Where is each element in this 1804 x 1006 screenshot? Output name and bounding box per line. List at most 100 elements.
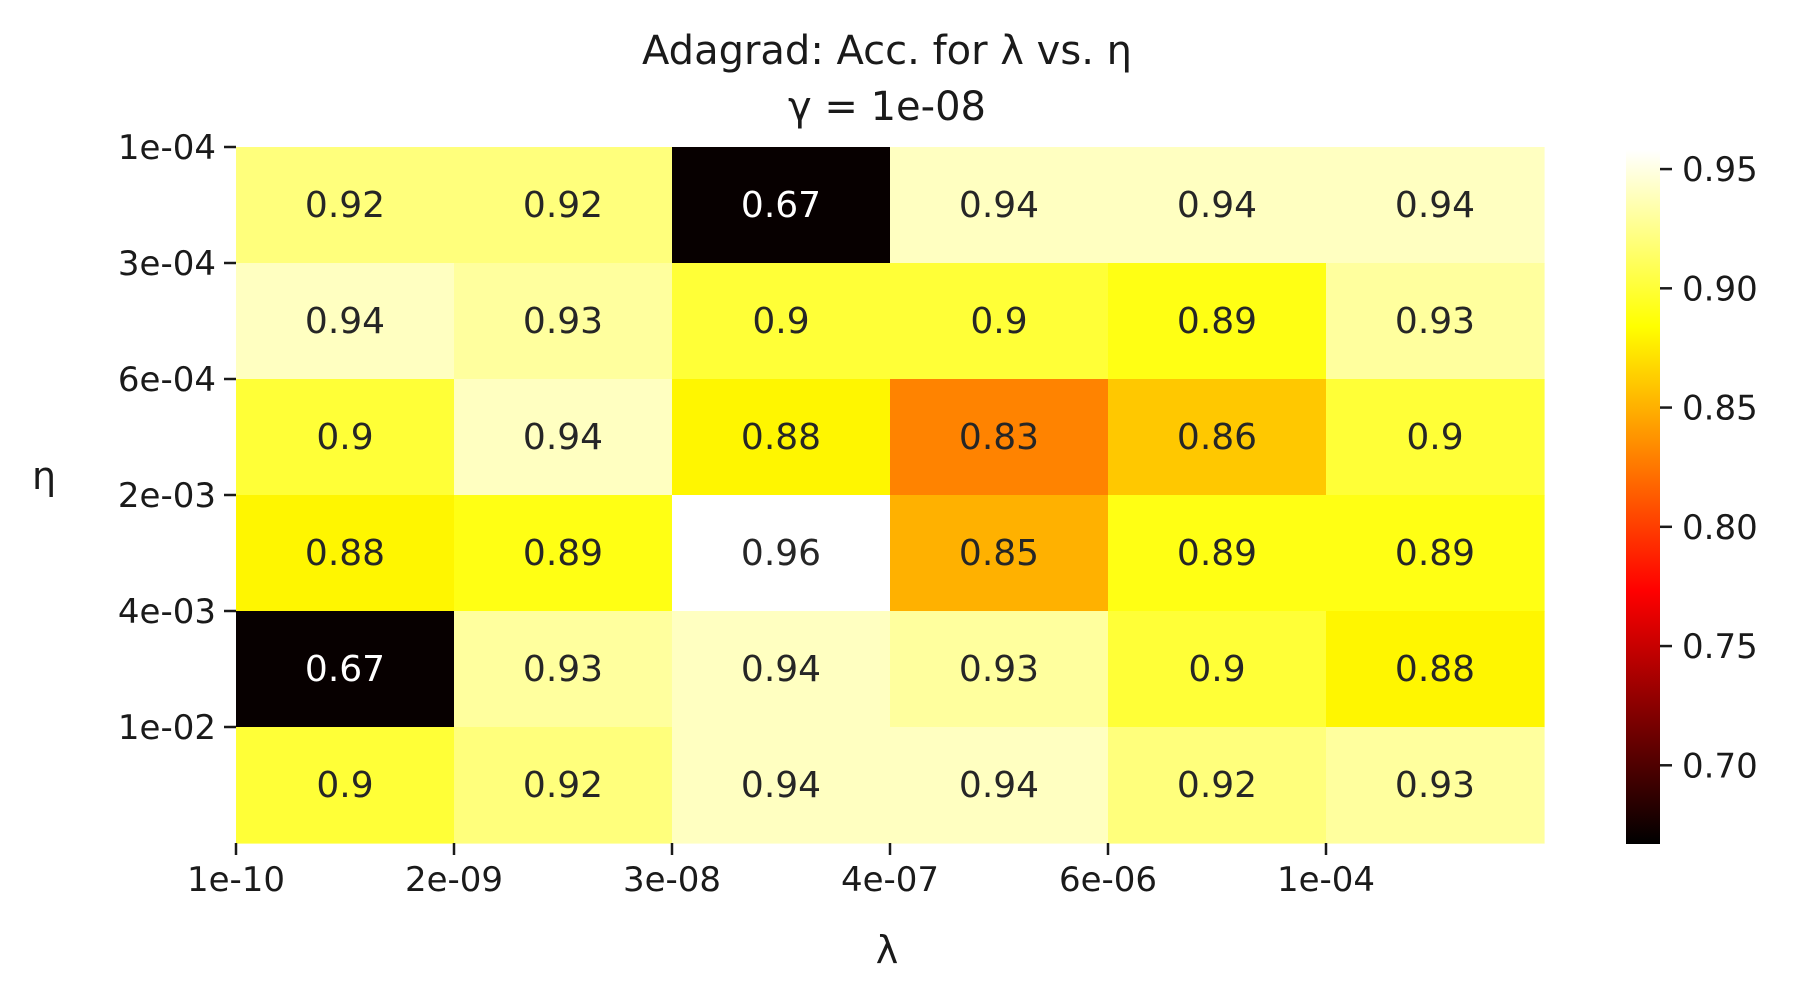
cell-value-label: 0.93 [1395, 301, 1475, 342]
heatmap-cell [672, 379, 891, 496]
cell-value-label: 0.93 [959, 649, 1039, 690]
heatmap-cell [454, 611, 673, 728]
heatmap-cell [890, 379, 1109, 496]
cell-value-label: 0.92 [523, 765, 603, 806]
cell-value-label: 0.94 [305, 301, 385, 342]
x-axis: 1e-10 2e-09 3e-08 4e-07 6e-06 1e-04 [187, 843, 1375, 900]
heatmap-cell [890, 147, 1109, 264]
heatmap-cell [1108, 147, 1327, 264]
cell-value-label: 0.94 [1177, 185, 1257, 226]
cell-value-label: 0.88 [1395, 649, 1475, 690]
x-tick-label: 3e-08 [623, 860, 721, 900]
cell-value-label: 0.93 [1395, 765, 1475, 806]
cell-value-label: 0.89 [1177, 533, 1257, 574]
chart-title: Adagrad: Acc. for λ vs. η [642, 28, 1132, 74]
cell-value-label: 0.92 [305, 185, 385, 226]
heatmap-cell [454, 147, 673, 264]
colorbar-tick-label: 0.90 [1682, 269, 1758, 309]
heatmap-cell [236, 147, 455, 264]
y-tick-label: 1e-02 [118, 708, 216, 748]
heatmap-cell [236, 495, 455, 612]
cell-value-label: 0.88 [741, 417, 821, 458]
cell-value-label: 0.85 [959, 533, 1039, 574]
heatmap-cell [890, 263, 1109, 380]
x-tick-label: 2e-09 [405, 860, 503, 900]
cell-value-label: 0.94 [1395, 185, 1475, 226]
y-axis: 1e-04 3e-04 6e-04 2e-03 4e-03 1e-02 [118, 128, 236, 748]
x-tick-label: 1e-04 [1277, 860, 1375, 900]
heatmap-cell [454, 727, 673, 844]
heatmap-cell [454, 495, 673, 612]
colorbar [1626, 150, 1660, 844]
x-tick-label: 4e-07 [841, 860, 939, 900]
cell-value-label: 0.83 [959, 417, 1039, 458]
y-tick-label: 6e-04 [118, 360, 216, 400]
heatmap-cell [1108, 727, 1327, 844]
cell-value-label: 0.93 [523, 649, 603, 690]
colorbar-tick-label: 0.95 [1682, 150, 1758, 190]
heatmap-cell [672, 263, 891, 380]
cell-value-label: 0.9 [316, 417, 373, 458]
heatmap-cell [890, 495, 1109, 612]
heatmap-cell [1108, 611, 1327, 728]
cell-value-label: 0.9 [1406, 417, 1463, 458]
heatmap-cell [890, 611, 1109, 728]
x-tick-label: 6e-06 [1059, 860, 1157, 900]
cell-value-label: 0.94 [523, 417, 603, 458]
heatmap-cell [1326, 379, 1545, 496]
x-tick-label: 1e-10 [187, 860, 285, 900]
heatmap-cell [672, 147, 891, 264]
cell-value-label: 0.96 [741, 533, 821, 574]
heatmap-cell [672, 495, 891, 612]
colorbar-tick-label: 0.80 [1682, 508, 1758, 548]
y-tick-label: 4e-03 [118, 592, 216, 632]
heatmap-cell [454, 379, 673, 496]
y-axis-label: η [32, 454, 56, 498]
colorbar-axis: 0.70 0.75 0.80 0.85 0.90 0.95 [1660, 150, 1758, 786]
cell-value-label: 0.86 [1177, 417, 1257, 458]
heatmap-cells: 0.92 0.92 0.67 0.94 0.94 0.94 0.94 0.93 0.9 0.9 0.… [236, 147, 1545, 844]
heatmap-cell [672, 727, 891, 844]
heatmap-cell [1326, 727, 1545, 844]
cell-value-label: 0.67 [741, 185, 821, 226]
cell-value-label: 0.67 [305, 649, 385, 690]
heatmap-cell [1326, 147, 1545, 264]
cell-value-label: 0.9 [752, 301, 809, 342]
heatmap-cell [236, 727, 455, 844]
x-axis-label: λ [876, 928, 899, 972]
cell-value-label: 0.93 [523, 301, 603, 342]
cell-value-label: 0.88 [305, 533, 385, 574]
cell-value-label: 0.9 [1188, 649, 1245, 690]
y-tick-label: 1e-04 [118, 128, 216, 168]
heatmap-cell [454, 263, 673, 380]
cell-value-label: 0.9 [970, 301, 1027, 342]
cell-value-label: 0.89 [1395, 533, 1475, 574]
cell-value-label: 0.94 [959, 185, 1039, 226]
cell-value-label: 0.92 [1177, 765, 1257, 806]
chart-subtitle: γ = 1e-08 [788, 84, 986, 130]
heatmap-cell [1326, 495, 1545, 612]
cell-value-label: 0.9 [316, 765, 373, 806]
heatmap-cell [1108, 495, 1327, 612]
cell-value-label: 0.89 [1177, 301, 1257, 342]
heatmap-cell [1108, 263, 1327, 380]
heatmap-cell [236, 263, 455, 380]
cell-value-label: 0.94 [959, 765, 1039, 806]
y-tick-label: 2e-03 [118, 476, 216, 516]
cell-value-label: 0.92 [523, 185, 603, 226]
colorbar-tick-label: 0.75 [1682, 627, 1758, 667]
heatmap-cell [236, 379, 455, 496]
colorbar-tick-label: 0.70 [1682, 746, 1758, 786]
heatmap-cell [1326, 611, 1545, 728]
heatmap-cell [1108, 379, 1327, 496]
y-tick-label: 3e-04 [118, 244, 216, 284]
colorbar-tick-label: 0.85 [1682, 389, 1758, 429]
heatmap-cell [672, 611, 891, 728]
cell-value-label: 0.94 [741, 649, 821, 690]
heatmap-cell [1326, 263, 1545, 380]
cell-value-label: 0.94 [741, 765, 821, 806]
heatmap-cell [236, 611, 455, 728]
heatmap-cell [890, 727, 1109, 844]
